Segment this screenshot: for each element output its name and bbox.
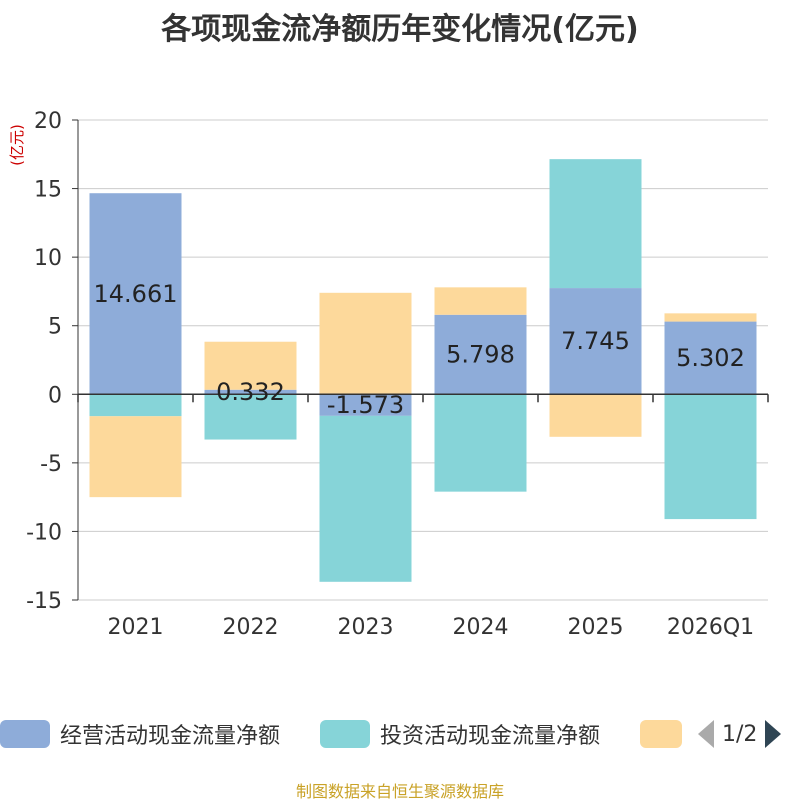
data-label: 5.798 — [446, 341, 515, 369]
bar-series1-2024[interactable] — [434, 314, 527, 395]
y-tick-label: -10 — [26, 520, 62, 545]
bar-series1-2023[interactable] — [319, 394, 412, 416]
data-label: -1.573 — [327, 391, 404, 419]
legend-pager: 1/2 — [698, 716, 782, 752]
legend-label-investing: 投资活动现金流量净额 — [380, 724, 601, 749]
pager-next-icon[interactable] — [765, 720, 782, 748]
data-label: 7.745 — [561, 327, 630, 355]
bar-series3-2023[interactable] — [319, 292, 412, 395]
legend-swatch-investing — [320, 720, 370, 748]
x-tick-label: 2022 — [223, 615, 279, 640]
x-tick-label: 2024 — [453, 615, 509, 640]
y-axis-label: (亿元) — [8, 124, 26, 166]
y-tick-label: -5 — [40, 452, 62, 477]
y-tick-label: 10 — [34, 246, 62, 271]
bar-series1-2025[interactable] — [549, 288, 642, 395]
legend-item-third[interactable] — [640, 716, 692, 752]
bar-series3-2022[interactable] — [204, 341, 297, 390]
bar-series3-2021[interactable] — [89, 416, 182, 498]
y-tick-label: 5 — [48, 315, 62, 340]
bar-series2-2024[interactable] — [434, 394, 527, 492]
bar-series1-2022[interactable] — [204, 389, 297, 395]
data-label: 5.302 — [676, 344, 745, 372]
source-note: 制图数据来自恒生聚源数据库 — [295, 782, 504, 801]
pager-text: 1/2 — [722, 721, 758, 747]
y-tick-label: 20 — [34, 109, 62, 134]
bar-series2-2026Q1[interactable] — [664, 394, 757, 520]
bar-series3-2024[interactable] — [434, 287, 527, 315]
bar-series3-2026Q1[interactable] — [664, 313, 757, 322]
pager-prev-icon[interactable] — [698, 720, 714, 748]
bar-series1-2021[interactable] — [89, 193, 182, 395]
bar-series1-2026Q1[interactable] — [664, 321, 757, 395]
bar-series2-2022[interactable] — [204, 394, 297, 440]
legend-item-operating[interactable]: 经营活动现金流量净额 — [0, 716, 280, 752]
legend-label-operating: 经营活动现金流量净额 — [60, 724, 281, 749]
x-tick-label: 2026Q1 — [667, 615, 754, 640]
bar-series2-2025[interactable] — [549, 159, 642, 289]
data-label: 14.661 — [94, 280, 178, 308]
legend-swatch-operating — [0, 720, 50, 748]
y-tick-label: 0 — [48, 383, 62, 408]
legend-swatch-third — [640, 720, 682, 748]
y-tick-label: -15 — [26, 589, 62, 614]
x-tick-label: 2023 — [338, 615, 394, 640]
legend-item-investing[interactable]: 投资活动现金流量净额 — [320, 716, 600, 752]
bar-series2-2023[interactable] — [319, 415, 412, 582]
chart-title: 各项现金流净额历年变化情况(亿元) — [161, 12, 639, 47]
y-tick-label: 15 — [34, 178, 62, 203]
x-tick-label: 2025 — [568, 615, 624, 640]
x-tick-label: 2021 — [108, 615, 164, 640]
bar-series3-2025[interactable] — [549, 394, 642, 437]
data-label: 0.332 — [216, 378, 285, 406]
bar-series2-2021[interactable] — [89, 394, 182, 417]
